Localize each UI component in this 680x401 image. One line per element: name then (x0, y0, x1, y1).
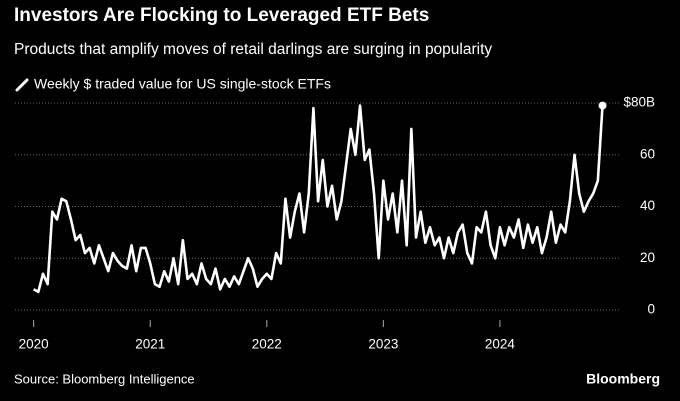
y-tick-label: 40 (640, 198, 655, 213)
y-tick-label: $80B (623, 95, 655, 110)
y-tick-label: 20 (640, 250, 655, 265)
legend-swatch (15, 78, 29, 92)
legend-label: Weekly $ traded value for US single-stoc… (34, 76, 331, 92)
line (33, 104, 604, 294)
x-tick-label: 2024 (485, 337, 516, 352)
chart-title: Investors Are Flocking to Leveraged ETF … (14, 5, 429, 26)
x-tick-label: 2020 (19, 337, 49, 352)
x-tick-label: 2022 (252, 337, 282, 352)
y-tick-label: 60 (640, 146, 655, 161)
x-tick-label: 2023 (368, 337, 398, 352)
source: Source: Bloomberg Intelligence (14, 371, 195, 386)
x-tick-label: 2021 (135, 337, 165, 352)
y-tick-label: 0 (647, 302, 655, 317)
logo: Bloomberg (586, 371, 660, 387)
chart-subtitle: Products that amplify moves of retail da… (14, 41, 492, 58)
end-dot (598, 101, 607, 110)
